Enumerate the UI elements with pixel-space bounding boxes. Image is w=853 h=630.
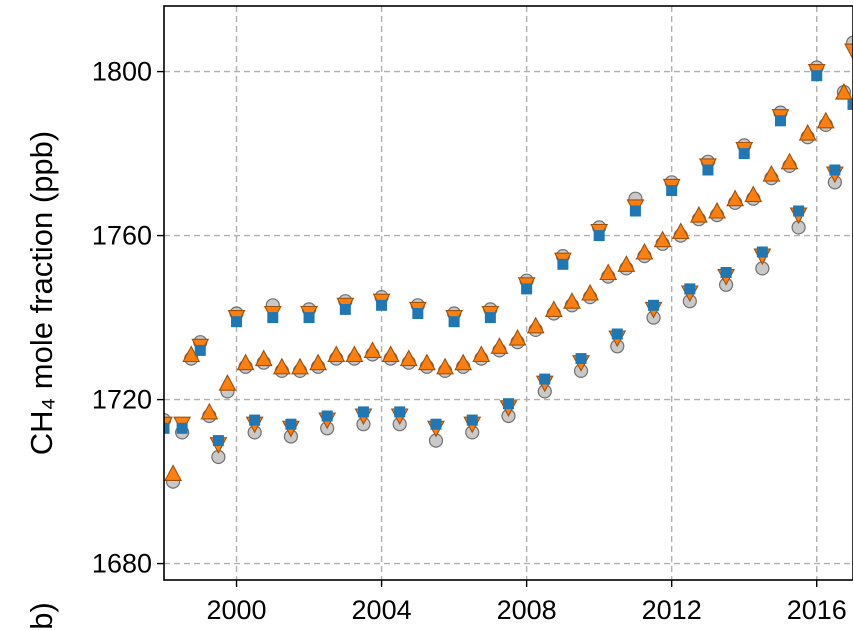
data-point-square bbox=[484, 312, 496, 324]
x-tick-label: 2004 bbox=[352, 595, 412, 625]
data-point-triangle bbox=[363, 341, 382, 358]
y-axis-label: CH₄ mole fraction (ppb) bbox=[24, 131, 59, 456]
data-point-square bbox=[756, 246, 768, 258]
data-point-triangle bbox=[272, 357, 291, 375]
data-point-square bbox=[194, 344, 206, 356]
data-point-triangle bbox=[309, 353, 328, 371]
data-point-triangle bbox=[544, 300, 563, 317]
data-point-square bbox=[593, 230, 605, 242]
x-tick-label: 2016 bbox=[787, 595, 847, 625]
data-point-triangle bbox=[381, 345, 400, 363]
data-point-square bbox=[267, 312, 279, 324]
data-point-triangle bbox=[762, 164, 781, 182]
axis-ticks: 2000 2004 2008 2012 2016 1680 1720 1760 1800 bbox=[92, 57, 847, 625]
data-point-square bbox=[164, 422, 170, 434]
data-point-triangle bbox=[726, 189, 745, 207]
data-point-triangle bbox=[653, 230, 672, 248]
data-point-triangle bbox=[635, 242, 654, 260]
data-point-triangle bbox=[436, 357, 454, 375]
data-point-square bbox=[521, 283, 533, 295]
grid-lines bbox=[164, 6, 853, 580]
data-point-triangle bbox=[345, 345, 364, 363]
data-point-triangle bbox=[816, 111, 835, 129]
data-point-triangle bbox=[835, 82, 853, 100]
data-point-square bbox=[176, 422, 188, 434]
y-tick-label: 1800 bbox=[92, 57, 152, 87]
data-point-square bbox=[557, 258, 569, 270]
data-point-square bbox=[629, 205, 641, 217]
data-point-square bbox=[503, 398, 514, 410]
data-point-triangle bbox=[780, 152, 799, 170]
y-tick-label: 1760 bbox=[92, 221, 152, 251]
data-point-triangle bbox=[164, 464, 182, 481]
data-markers bbox=[164, 35, 853, 489]
data-point-triangle bbox=[254, 349, 273, 367]
data-point-triangle bbox=[218, 374, 237, 391]
data-point-square bbox=[811, 70, 823, 82]
data-point-triangle bbox=[291, 357, 309, 375]
data-point-triangle bbox=[671, 222, 690, 240]
x-tick-label: 2012 bbox=[642, 595, 702, 625]
data-point-square bbox=[466, 414, 478, 426]
panel-label-fragment: b) bbox=[24, 602, 59, 630]
data-point-square bbox=[376, 299, 388, 311]
data-point-square bbox=[285, 418, 297, 430]
data-point-triangle bbox=[327, 345, 346, 363]
data-point-square bbox=[738, 148, 750, 160]
data-point-triangle bbox=[744, 185, 763, 203]
data-point-square bbox=[303, 312, 315, 324]
data-point-triangle bbox=[581, 283, 600, 301]
data-point-triangle bbox=[708, 201, 726, 219]
data-point-triangle bbox=[798, 123, 817, 141]
data-point-square bbox=[666, 185, 678, 196]
data-point-square bbox=[611, 328, 623, 340]
data-point-square bbox=[249, 414, 261, 426]
data-point-triangle bbox=[472, 345, 491, 363]
data-point-square bbox=[212, 435, 224, 447]
data-point-triangle bbox=[526, 316, 545, 334]
data-point-triangle bbox=[236, 353, 255, 371]
data-point-triangle bbox=[508, 328, 527, 346]
data-point-square bbox=[793, 205, 805, 217]
data-point-triangle bbox=[417, 353, 436, 371]
data-point-square bbox=[829, 164, 841, 176]
plot-frame bbox=[163, 5, 853, 581]
data-point-triangle bbox=[200, 402, 219, 420]
data-point-square bbox=[231, 316, 243, 328]
data-point-triangle bbox=[399, 349, 418, 367]
data-point-square bbox=[448, 316, 460, 328]
data-point-square bbox=[539, 373, 551, 385]
data-point-square bbox=[430, 418, 442, 430]
data-point-triangle bbox=[689, 205, 708, 223]
data-point-triangle bbox=[617, 255, 636, 272]
data-point-triangle bbox=[599, 263, 618, 281]
data-point-triangle bbox=[563, 292, 581, 309]
data-point-triangle bbox=[844, 43, 853, 61]
x-tick-label: 2008 bbox=[497, 595, 557, 625]
data-point-square bbox=[774, 115, 786, 127]
y-tick-label: 1680 bbox=[92, 549, 152, 579]
data-point-square bbox=[648, 299, 660, 311]
data-point-square bbox=[321, 410, 333, 422]
data-point-square bbox=[847, 98, 853, 110]
data-point-square bbox=[575, 353, 587, 365]
data-point-square bbox=[357, 406, 369, 418]
data-point-square bbox=[684, 283, 696, 295]
data-point-triangle bbox=[454, 353, 473, 371]
data-point-square bbox=[720, 267, 732, 278]
data-point-square bbox=[339, 303, 351, 315]
data-point-square bbox=[412, 308, 424, 319]
data-point-square bbox=[702, 164, 714, 176]
data-point-triangle bbox=[490, 337, 509, 354]
y-tick-label: 1720 bbox=[92, 385, 152, 415]
x-tick-label: 2000 bbox=[206, 595, 266, 625]
data-point-square bbox=[394, 406, 406, 418]
